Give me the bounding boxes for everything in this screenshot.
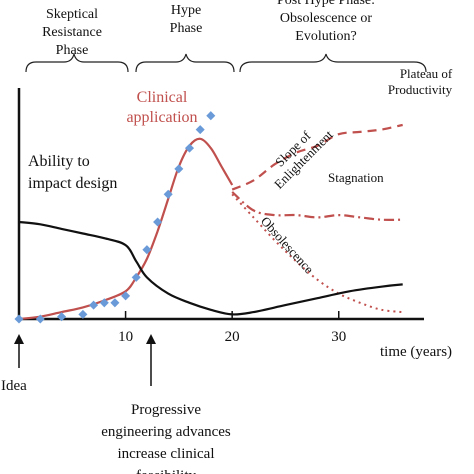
phase-label-skeptical: Skeptical Resistance Phase xyxy=(42,7,102,58)
phase-label-line: Resistance xyxy=(42,25,102,40)
data-point-marker xyxy=(142,245,152,255)
annotation-obsolescence: Obsolescence xyxy=(258,213,317,276)
phase-label-line: Hype xyxy=(171,3,201,18)
phase-label-line: Phase xyxy=(170,21,203,36)
phase-brace-post-hype xyxy=(239,53,427,73)
series-line-clinical-application xyxy=(18,137,234,321)
annotation-line: increase clinical xyxy=(117,446,214,462)
data-point-marker xyxy=(206,111,216,121)
annotation-plateau: Plateau of Productivity xyxy=(388,66,453,97)
phase-label-line: Obsolescence or xyxy=(280,11,372,26)
annotation-ability: Ability to impact design xyxy=(28,153,117,192)
annotation-progressive: Progressive engineering advances increas… xyxy=(101,402,231,474)
phase-label-line: Evolution? xyxy=(295,29,356,44)
phase-brace-hype xyxy=(135,53,235,73)
series-line-obsolescence xyxy=(231,193,403,314)
data-point-marker xyxy=(14,314,24,324)
series-line-slope-of-enlightenment xyxy=(231,123,403,191)
annotation-line: Obsolescence xyxy=(258,213,317,276)
annotation-stagnation: Stagnation xyxy=(328,170,384,185)
annotation-line: engineering advances xyxy=(101,424,231,440)
annotation-line: Plateau of xyxy=(400,66,453,81)
data-point-marker xyxy=(89,300,99,310)
data-point-marker xyxy=(78,309,88,319)
annotation-idea: Idea xyxy=(1,378,27,394)
x-tick-group: 10 20 30 xyxy=(118,311,346,345)
x-axis-label: time (years) xyxy=(380,344,452,360)
series-line-stagnation xyxy=(231,191,403,221)
data-point-marker xyxy=(99,298,109,308)
x-tick-label: 20 xyxy=(225,329,240,345)
data-point-marker xyxy=(163,189,173,199)
annotation-line: Productivity xyxy=(388,82,453,97)
data-point-marker xyxy=(195,125,205,135)
annotation-line: Progressive xyxy=(131,402,201,418)
phase-label-post-hype: Post Hype Phase: Obsolescence or Evoluti… xyxy=(277,0,375,44)
phase-label-hype: Hype Phase xyxy=(170,3,203,36)
annotation-line: Clinical xyxy=(137,89,188,106)
phase-label-line: Skeptical xyxy=(46,7,98,22)
series-clinical-application-data xyxy=(14,111,216,324)
series-line-ability-to-impact-design xyxy=(18,220,403,316)
annotation-line: feasibility xyxy=(136,468,196,474)
annotation-clinical-application: Clinical application xyxy=(126,89,197,126)
annotation-line: application xyxy=(126,109,197,126)
annotation-line: Ability to xyxy=(28,153,90,170)
data-point-marker xyxy=(174,164,184,174)
data-point-marker xyxy=(131,272,141,282)
phase-brace-skeptical xyxy=(25,53,129,73)
x-tick-label: 30 xyxy=(331,329,346,345)
phase-label-line: Phase xyxy=(56,43,89,58)
data-point-marker xyxy=(121,291,131,301)
phase-label-line: Post Hype Phase: xyxy=(277,0,375,8)
annotation-line: impact design xyxy=(28,175,117,192)
x-tick-label: 10 xyxy=(118,329,133,345)
annotation-slope: Slope of Enlightenment xyxy=(271,127,336,192)
data-point-marker xyxy=(110,298,120,308)
series-layer xyxy=(14,111,403,324)
